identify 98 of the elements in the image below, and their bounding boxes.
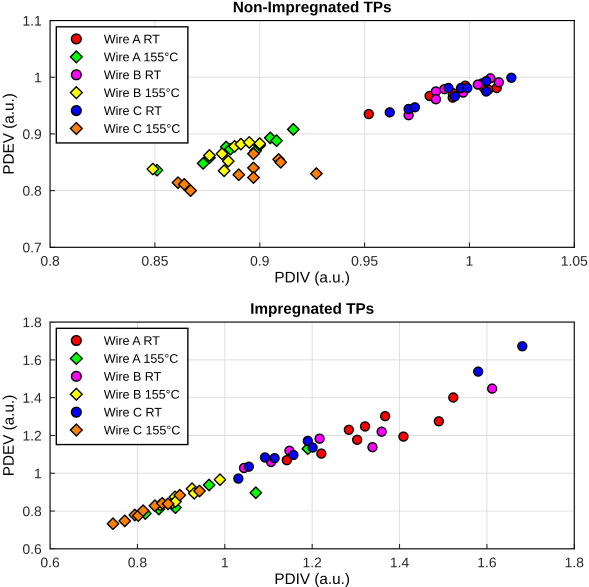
point bbox=[430, 94, 442, 105]
point bbox=[136, 504, 150, 518]
legend-label: Wire B RT bbox=[104, 372, 161, 381]
y-tick-label: 1.6 bbox=[23, 355, 42, 366]
point bbox=[494, 77, 504, 88]
y-tick-label: 1 bbox=[35, 72, 42, 82]
y-tick-label: 0.7 bbox=[22, 242, 42, 252]
point bbox=[146, 162, 160, 176]
point bbox=[214, 473, 226, 486]
y-tick-label: 0.8 bbox=[22, 506, 42, 516]
point bbox=[274, 156, 288, 169]
y-tick-label: 1.2 bbox=[23, 430, 42, 441]
point bbox=[472, 79, 484, 90]
point bbox=[517, 341, 528, 352]
point bbox=[260, 452, 270, 463]
legend-label: Wire B 155°C bbox=[104, 88, 180, 98]
point bbox=[462, 82, 473, 94]
x-tick-label: 0.9 bbox=[250, 256, 269, 266]
x-tick-label: 0.95 bbox=[352, 256, 378, 266]
point bbox=[286, 122, 300, 136]
legend-label: Wire C 155°C bbox=[104, 124, 180, 133]
y-tick-label: 1 bbox=[35, 468, 42, 478]
legend-label: Wire B RT bbox=[104, 70, 161, 80]
y-axis-title: PDEV (a.u.) bbox=[2, 396, 17, 475]
point bbox=[184, 184, 197, 198]
chart-title: Impregnated TPs bbox=[251, 302, 374, 318]
legend-label: Wire C 155°C bbox=[104, 425, 180, 435]
point bbox=[218, 164, 231, 178]
y-tick-label: 1.1 bbox=[23, 16, 42, 26]
point bbox=[216, 147, 228, 160]
point bbox=[222, 154, 235, 168]
x-tick-label: 0.85 bbox=[142, 256, 168, 266]
point bbox=[270, 134, 283, 148]
x-tick-label: 1.4 bbox=[390, 558, 409, 568]
point bbox=[367, 442, 378, 452]
y-tick-label: 1.4 bbox=[23, 393, 42, 403]
point bbox=[506, 72, 517, 83]
point bbox=[360, 421, 370, 432]
point bbox=[282, 455, 292, 466]
point bbox=[173, 488, 186, 502]
legend-label: Wire A RT bbox=[104, 34, 160, 44]
point bbox=[269, 452, 280, 464]
point bbox=[352, 434, 362, 446]
point bbox=[481, 76, 492, 86]
legend-label: Wire A 155°C bbox=[104, 52, 178, 62]
point bbox=[410, 102, 420, 112]
point bbox=[244, 461, 254, 472]
y-tick-label: 0.6 bbox=[22, 544, 42, 554]
chart-title: Non-Impregnated TPs bbox=[234, 1, 391, 16]
legend-label: Wire B 155°C bbox=[104, 390, 180, 399]
point bbox=[344, 424, 354, 435]
point bbox=[247, 162, 260, 174]
x-tick-label: 1.05 bbox=[562, 256, 588, 266]
legend-label: Wire A RT bbox=[104, 336, 160, 346]
point bbox=[203, 149, 216, 162]
legend-label: Wire A 155°C bbox=[104, 354, 178, 363]
point bbox=[178, 178, 191, 191]
x-tick-label: 0.8 bbox=[128, 558, 146, 568]
legend-label: Wire C RT bbox=[104, 407, 162, 417]
point bbox=[106, 517, 120, 530]
point bbox=[443, 82, 454, 94]
y-tick-label: 0.8 bbox=[22, 186, 42, 196]
point bbox=[202, 478, 216, 492]
x-tick-label: 1 bbox=[222, 558, 228, 568]
point bbox=[249, 486, 262, 500]
x-axis-title: PDIV (a.u.) bbox=[276, 271, 350, 286]
point bbox=[247, 171, 260, 184]
point bbox=[434, 416, 444, 426]
x-tick-label: 1 bbox=[466, 256, 473, 266]
y-tick-label: 0.9 bbox=[22, 129, 42, 140]
point bbox=[118, 514, 132, 528]
point bbox=[472, 366, 484, 377]
legend-label: Wire C RT bbox=[104, 106, 162, 116]
point bbox=[193, 484, 206, 498]
point bbox=[448, 392, 458, 403]
x-axis-title: PDIV (a.u.) bbox=[276, 572, 350, 587]
point bbox=[162, 497, 174, 510]
point bbox=[316, 448, 327, 459]
point bbox=[486, 383, 498, 394]
point bbox=[376, 426, 387, 437]
point bbox=[380, 411, 390, 422]
point bbox=[450, 91, 460, 102]
x-tick-label: 1.8 bbox=[566, 558, 584, 568]
x-tick-label: 1.6 bbox=[478, 558, 496, 568]
y-axis-title: PDEV (a.u.) bbox=[2, 94, 17, 174]
point bbox=[242, 136, 256, 149]
point bbox=[233, 473, 244, 484]
point bbox=[310, 167, 323, 180]
point bbox=[384, 107, 395, 118]
point bbox=[398, 431, 409, 442]
point bbox=[247, 147, 260, 160]
point bbox=[232, 168, 246, 182]
point bbox=[307, 442, 318, 453]
point bbox=[364, 108, 374, 120]
y-tick-label: 1.8 bbox=[23, 317, 42, 328]
point bbox=[314, 433, 325, 444]
point bbox=[288, 450, 299, 460]
x-tick-label: 1.2 bbox=[304, 558, 322, 568]
